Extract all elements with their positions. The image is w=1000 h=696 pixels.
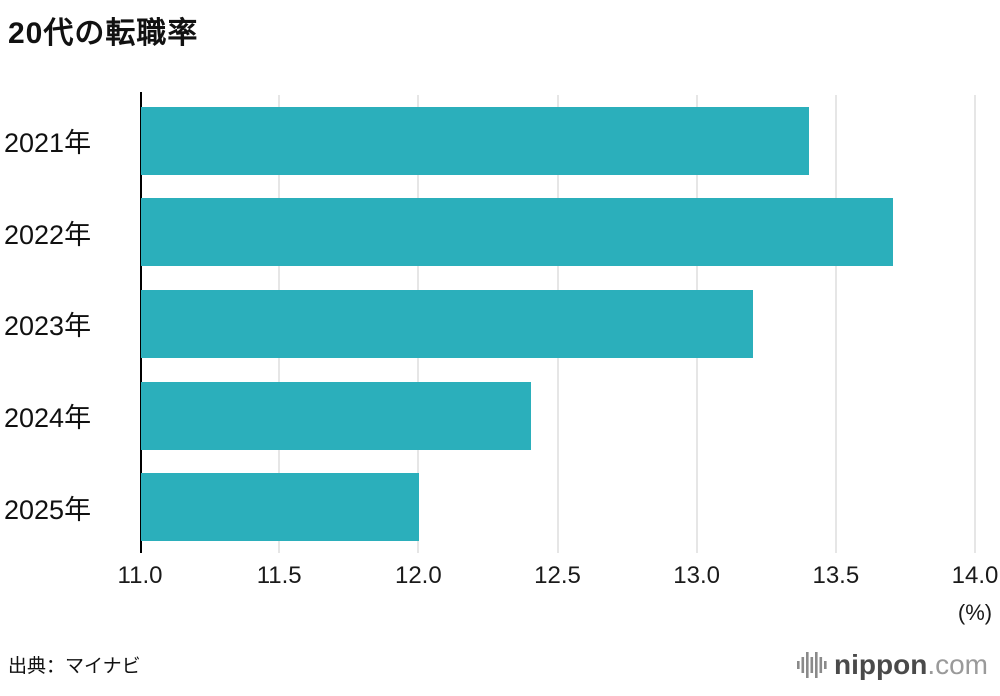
brand-wordmark: nippon.com bbox=[834, 651, 988, 679]
x-tick-label: 11.0 bbox=[117, 562, 163, 589]
gridline bbox=[835, 95, 837, 553]
x-tick-label: 11.5 bbox=[256, 562, 302, 589]
bar-track bbox=[140, 278, 975, 370]
soundwave-icon bbox=[797, 652, 827, 678]
x-axis: 11.0 11.5 12.0 12.5 13.0 13.5 14.0 bbox=[118, 562, 999, 592]
x-tick-label: 13.5 bbox=[812, 562, 860, 589]
bar-row: 2021年 bbox=[0, 95, 1000, 187]
bar bbox=[141, 381, 531, 450]
category-label: 2022年 bbox=[4, 219, 92, 250]
chart: 2021年 2022年 2023年 2024年 2025年 bbox=[0, 92, 1000, 553]
brand-name: nippon bbox=[834, 649, 928, 680]
brand-logo: nippon.com bbox=[797, 648, 988, 682]
bar-row: 2025年 bbox=[0, 461, 1000, 553]
category-label: 2025年 bbox=[4, 494, 92, 525]
source-note: 出典：マイナビ bbox=[8, 656, 141, 677]
chart-title: 20代の転職率 bbox=[8, 17, 199, 50]
bar bbox=[141, 106, 809, 175]
x-tick-label: 12.0 bbox=[394, 562, 442, 589]
category-label: 2023年 bbox=[4, 311, 92, 342]
x-axis-unit: (%) bbox=[957, 600, 993, 625]
bar-track bbox=[140, 187, 975, 279]
bar-track bbox=[140, 95, 975, 187]
category-label: 2021年 bbox=[4, 128, 92, 159]
bar bbox=[141, 289, 754, 358]
x-tick-label: 12.5 bbox=[534, 562, 581, 589]
gridline bbox=[974, 95, 976, 553]
x-tick-label: 14.0 bbox=[951, 562, 999, 589]
bar-track bbox=[140, 370, 975, 462]
bar-rows: 2021年 2022年 2023年 2024年 2025年 bbox=[0, 95, 1000, 553]
x-tick-label: 13.0 bbox=[673, 562, 721, 589]
bar-row: 2024年 bbox=[0, 370, 1000, 462]
bar-row: 2022年 bbox=[0, 187, 1000, 279]
brand-tld: .com bbox=[927, 649, 988, 680]
bar bbox=[141, 473, 420, 542]
bar-track bbox=[140, 461, 975, 553]
bar-row: 2023年 bbox=[0, 278, 1000, 370]
category-label: 2024年 bbox=[4, 403, 92, 434]
bar bbox=[141, 198, 893, 267]
